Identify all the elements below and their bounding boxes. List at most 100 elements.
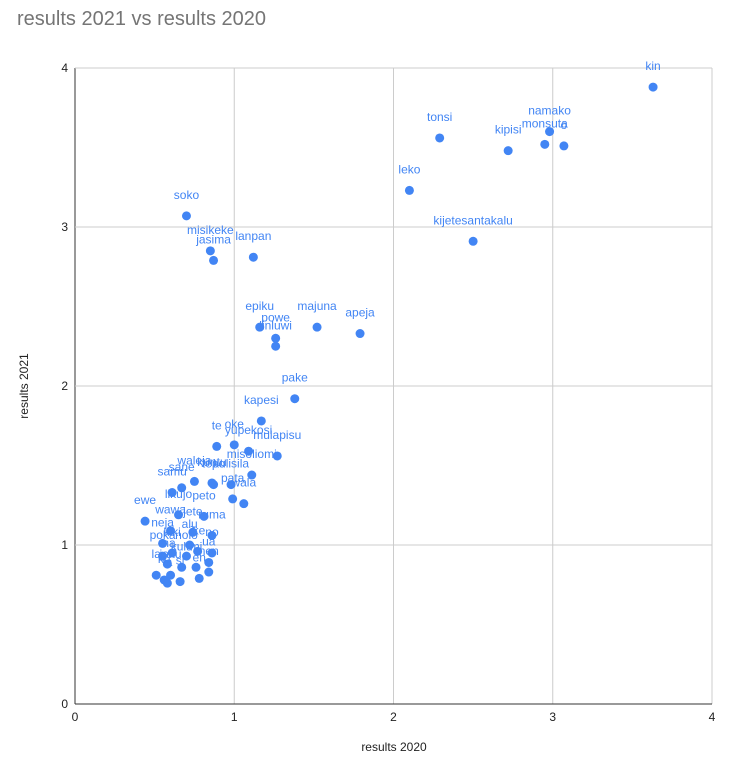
data-label: sane [169, 460, 195, 474]
data-label: likujo [165, 487, 193, 501]
tick-labels: 0 1 2 3 4 0 1 2 3 4 [61, 61, 715, 724]
data-point[interactable] [193, 546, 203, 556]
data-label: misikeke [187, 223, 234, 237]
chart-title: results 2021 vs results 2020 [17, 8, 267, 30]
data-label: kiki [163, 525, 180, 539]
data-point[interactable] [204, 557, 214, 567]
data-label: alu [182, 517, 198, 531]
y-tick-label: 0 [61, 697, 68, 711]
data-point[interactable] [175, 577, 185, 587]
x-tick-label: 2 [390, 710, 397, 724]
data-point[interactable] [194, 573, 204, 583]
data-point[interactable] [271, 333, 281, 343]
data-point[interactable] [468, 236, 478, 246]
data-point[interactable] [256, 416, 266, 426]
data-point[interactable] [185, 540, 195, 550]
data-label: pata [221, 471, 245, 485]
data-point[interactable] [503, 146, 513, 156]
data-point[interactable] [188, 527, 198, 537]
data-point[interactable] [174, 510, 184, 520]
data-label: kipisi [495, 123, 522, 137]
data-point[interactable] [162, 559, 172, 569]
data-point[interactable] [290, 394, 300, 404]
data-label: namako [528, 104, 571, 118]
y-tick-label: 2 [61, 379, 68, 393]
data-point[interactable] [559, 141, 569, 151]
data-label: soko [174, 188, 200, 202]
data-label: te [212, 418, 222, 432]
data-point[interactable] [248, 252, 258, 262]
data-point[interactable] [312, 322, 322, 332]
data-points [140, 82, 658, 588]
x-tick-label: 0 [72, 710, 79, 724]
data-point[interactable] [207, 478, 217, 488]
data-point[interactable] [272, 451, 282, 461]
data-point[interactable] [167, 548, 177, 558]
data-point[interactable] [181, 211, 191, 221]
data-point[interactable] [239, 499, 249, 509]
data-point[interactable] [207, 530, 217, 540]
data-label: kin [645, 59, 660, 73]
data-point[interactable] [205, 246, 215, 256]
data-point[interactable] [228, 494, 238, 504]
data-point[interactable] [545, 127, 555, 137]
y-axis-title: results 2021 [17, 353, 31, 419]
data-point[interactable] [177, 483, 187, 493]
data-point[interactable] [255, 322, 265, 332]
data-point[interactable] [540, 139, 550, 149]
data-label: jaku [159, 547, 182, 561]
data-point[interactable] [229, 440, 239, 450]
data-point[interactable] [212, 441, 222, 451]
data-label: kapesi [244, 393, 279, 407]
data-label: no [205, 525, 219, 539]
data-label: jasima [195, 232, 231, 246]
data-label: kijetesantakalu [433, 213, 512, 227]
data-point[interactable] [226, 480, 236, 490]
data-point[interactable] [648, 82, 658, 92]
data-point[interactable] [189, 476, 199, 486]
data-point[interactable] [207, 548, 217, 558]
data-point[interactable] [435, 133, 445, 143]
data-point[interactable] [355, 329, 365, 339]
data-label: la [152, 547, 162, 561]
data-point[interactable] [244, 446, 254, 456]
x-tick-label: 3 [549, 710, 556, 724]
data-point[interactable] [177, 562, 187, 572]
data-point[interactable] [271, 341, 281, 351]
data-point[interactable] [166, 570, 176, 580]
data-point[interactable] [247, 470, 257, 480]
data-label: samu [157, 465, 186, 479]
data-label: majuna [297, 299, 337, 313]
data-label: powe [261, 310, 290, 324]
data-label: ku [158, 552, 171, 566]
data-label: misoliomi [227, 447, 277, 461]
data-label: ua [202, 534, 216, 548]
data-point[interactable] [162, 578, 172, 588]
y-tick-label: 1 [61, 538, 68, 552]
data-label: waleja [176, 453, 211, 467]
data-label: wawa [154, 503, 186, 517]
data-point[interactable] [151, 570, 161, 580]
data-point[interactable] [204, 567, 214, 577]
data-label: lanpan [235, 229, 271, 243]
x-tick-label: 4 [709, 710, 716, 724]
data-label: neja [151, 515, 174, 529]
data-point[interactable] [191, 562, 201, 572]
data-label: pake [282, 371, 308, 385]
data-label: tonsi [427, 110, 452, 124]
data-label: leko [398, 162, 420, 176]
data-point[interactable] [158, 551, 168, 561]
data-point[interactable] [167, 488, 177, 498]
data-point[interactable] [166, 526, 176, 536]
data-point[interactable] [404, 185, 414, 195]
data-label: monsuta [522, 116, 568, 130]
data-label: mi [190, 539, 203, 553]
data-point[interactable] [158, 538, 168, 548]
data-label: kuntu [197, 455, 226, 469]
data-point[interactable] [181, 551, 191, 561]
data-point[interactable] [199, 511, 209, 521]
data-point[interactable] [140, 516, 150, 526]
data-point[interactable] [209, 255, 219, 265]
